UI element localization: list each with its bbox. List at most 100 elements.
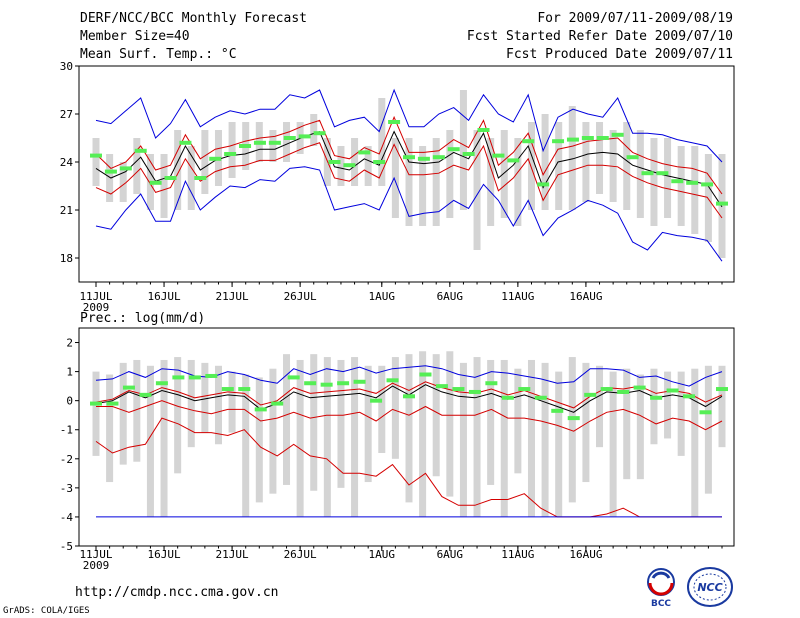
precipitation-median-marker bbox=[304, 381, 317, 386]
precipitation-median-marker bbox=[106, 401, 119, 406]
precipitation-median-marker bbox=[683, 394, 696, 399]
precipitation-spread-bar bbox=[378, 365, 386, 453]
temperature-mean-line bbox=[95, 130, 723, 208]
temperature-y-tick-label: 24 bbox=[60, 156, 74, 169]
temperature-median-marker bbox=[507, 158, 520, 163]
temperature-median-marker bbox=[164, 176, 177, 180]
temperature-spread-bar bbox=[119, 162, 127, 202]
temperature-median-marker bbox=[328, 160, 341, 164]
temperature-x-year-label: 2009 bbox=[83, 301, 110, 314]
precipitation-median-marker bbox=[287, 375, 300, 380]
precipitation-spread-bar bbox=[419, 351, 427, 517]
precipitation-median-marker bbox=[584, 392, 597, 397]
source-url[interactable]: http://cmdp.ncc.cma.gov.cn bbox=[75, 585, 279, 600]
precipitation-median-marker bbox=[468, 389, 481, 394]
temperature-spread-bar bbox=[664, 138, 672, 218]
precipitation-spread-bar bbox=[664, 371, 672, 439]
temperature-median-marker bbox=[447, 147, 460, 152]
precipitation-median-marker bbox=[122, 385, 135, 390]
temperature-spread-bar bbox=[446, 130, 454, 218]
temperature-x-tick-label: 6AUG bbox=[437, 290, 464, 303]
temperature-median-marker bbox=[253, 140, 266, 145]
precipitation-spread-bar bbox=[255, 377, 263, 503]
temperature-x-tick-label: 16JUL bbox=[147, 290, 180, 303]
precipitation-frame bbox=[78, 327, 735, 547]
temperature-median-marker bbox=[313, 131, 326, 136]
temperature-median-marker bbox=[403, 155, 415, 160]
temperature-median-marker bbox=[566, 137, 579, 142]
temperature-median-marker bbox=[686, 180, 699, 185]
temperature-spread-bar bbox=[555, 122, 563, 210]
precipitation-spread-bar bbox=[351, 357, 359, 517]
precipitation-median-marker bbox=[617, 389, 630, 394]
precipitation-y-tick-label: 1 bbox=[66, 366, 73, 379]
temperature-spread-bar bbox=[378, 98, 386, 186]
precipitation-median-marker bbox=[501, 395, 514, 400]
precipitation-x-tick-label: 16AUG bbox=[569, 548, 602, 561]
precipitation-median-marker bbox=[551, 408, 564, 413]
precipitation-spread-bar bbox=[146, 365, 154, 517]
temperature-median-marker bbox=[701, 182, 714, 187]
temperature-spread-bar bbox=[364, 146, 372, 186]
temperature-spread-bar bbox=[527, 122, 535, 210]
precipitation-median-marker bbox=[485, 381, 498, 386]
precipitation-median-marker bbox=[254, 407, 267, 412]
temperature-median-marker bbox=[611, 132, 624, 137]
precipitation-spread-bar bbox=[133, 359, 141, 462]
precipitation-spread-bar bbox=[187, 359, 195, 448]
precipitation-spread-bar bbox=[283, 354, 291, 485]
precipitation-spread-bar bbox=[214, 365, 222, 445]
precipitation-median-marker bbox=[600, 387, 613, 392]
temperature-median-marker bbox=[239, 144, 252, 148]
precipitation-median-marker bbox=[452, 387, 465, 392]
ncc-logo-text: NCC bbox=[697, 581, 722, 594]
precipitation-median-marker bbox=[699, 410, 712, 415]
precipitation-spread-bar bbox=[432, 354, 440, 477]
precipitation-x-tick-label: 11AUG bbox=[501, 548, 534, 561]
temperature-spread-bar bbox=[541, 114, 549, 210]
temperature-x-tick-label: 26JUL bbox=[284, 290, 317, 303]
temperature-median-marker bbox=[179, 140, 192, 145]
precipitation-x-year-label: 2009 bbox=[83, 559, 110, 572]
temperature-spread-bar bbox=[636, 130, 644, 218]
precipitation-spread-bar bbox=[487, 359, 495, 485]
temperature-spread-bar bbox=[391, 138, 399, 218]
temperature-median-marker bbox=[149, 180, 162, 185]
temperature-median-marker bbox=[492, 153, 505, 158]
precipitation-spread-bar bbox=[106, 374, 114, 483]
precipitation-median-marker bbox=[370, 398, 383, 403]
precipitation-median-marker bbox=[518, 387, 531, 392]
precipitation-spread-bar bbox=[609, 371, 617, 517]
temperature-median-marker bbox=[656, 171, 669, 176]
temperature-spread-bar bbox=[228, 122, 236, 178]
precipitation-spread-bar bbox=[582, 362, 590, 483]
precipitation-median-marker bbox=[353, 379, 366, 384]
precipitation-spread-bar bbox=[446, 351, 454, 497]
precipitation-median-marker bbox=[633, 385, 646, 390]
precipitation-median-marker bbox=[716, 387, 728, 392]
precipitation-y-tick-label: -1 bbox=[60, 424, 73, 437]
precipitation-y-tick-label: -3 bbox=[60, 482, 73, 495]
temperature-median-marker bbox=[90, 153, 102, 158]
precipitation-spread-bar bbox=[500, 359, 508, 517]
member-size: Member Size=40 bbox=[80, 29, 190, 44]
precipitation-median-marker bbox=[386, 378, 399, 383]
precipitation-y-tick-label: -2 bbox=[60, 453, 73, 466]
precipitation-spread-bar bbox=[596, 365, 604, 448]
temperature-spread-bar bbox=[160, 154, 168, 218]
precipitation-spread-bar bbox=[541, 362, 549, 517]
temperature-spread-bar bbox=[459, 90, 467, 210]
precipitation-median-marker bbox=[320, 382, 333, 387]
temperature-spread-bar bbox=[187, 146, 195, 210]
precipitation-spread-bar bbox=[636, 374, 644, 480]
temperature-median-marker bbox=[268, 140, 281, 145]
precipitation-x-tick-label: 26JUL bbox=[284, 548, 317, 561]
precipitation-median-marker bbox=[205, 373, 218, 378]
temperature-median-marker bbox=[358, 150, 371, 155]
precipitation-spread-bar bbox=[691, 368, 699, 517]
precipitation-median-marker bbox=[172, 375, 185, 380]
temperature-median-marker bbox=[104, 169, 117, 174]
precipitation-median-marker bbox=[90, 401, 102, 406]
temperature-median-marker bbox=[298, 134, 311, 139]
precipitation-lower_mid-line bbox=[95, 417, 722, 518]
